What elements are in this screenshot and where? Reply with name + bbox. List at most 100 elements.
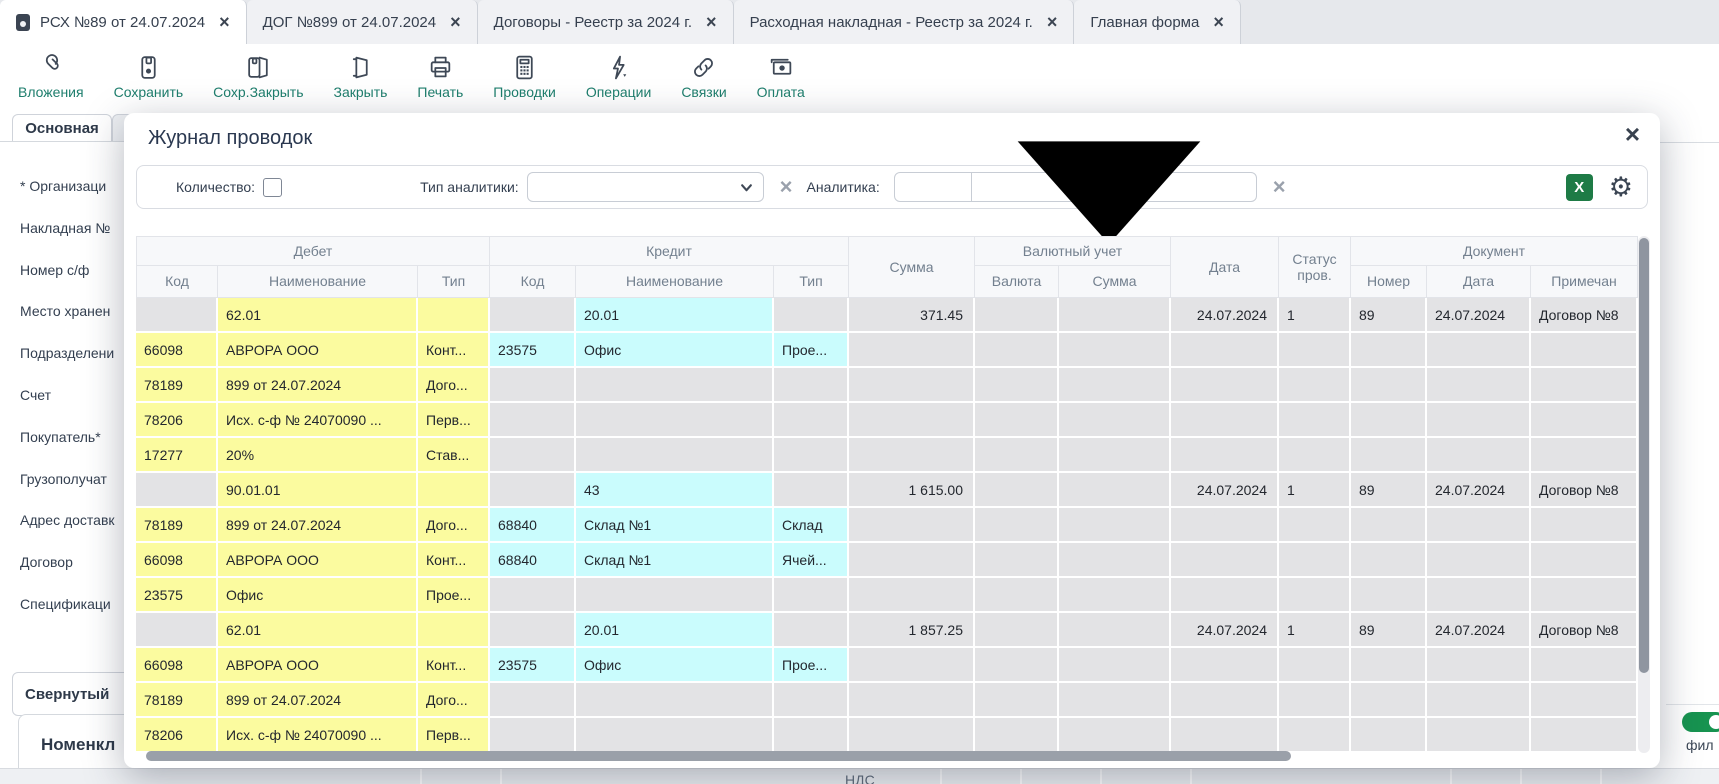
sum-cell[interactable] [849,403,975,438]
note-cell[interactable] [1531,683,1638,718]
analytics-type-select[interactable] [526,172,764,202]
credit-code-cell[interactable]: 23575 [490,648,576,683]
date-cell[interactable] [1171,403,1279,438]
status-cell[interactable] [1279,368,1351,403]
debit-code-cell[interactable] [136,613,218,648]
debit-name-cell[interactable]: Исх. с-ф № 24070090 ... [218,718,418,753]
debit-code-cell[interactable] [136,298,218,333]
credit-code-cell[interactable] [490,438,576,473]
debit-code-cell[interactable]: 66098 [136,648,218,683]
doc-number-cell[interactable]: 89 [1351,298,1427,333]
currency-sum-cell[interactable] [1059,473,1171,508]
credit-name-cell[interactable] [576,403,774,438]
debit-code-cell[interactable]: 78189 [136,508,218,543]
credit-type-cell[interactable]: Прое... [774,648,849,683]
sum-cell[interactable] [849,368,975,403]
credit-name-cell[interactable]: 43 [576,473,774,508]
doc-date-cell[interactable] [1427,333,1531,368]
credit-type-cell[interactable] [774,368,849,403]
debit-name-cell[interactable]: 62.01 [218,298,418,333]
doc-number-cell[interactable]: 89 [1351,473,1427,508]
doc-number-cell[interactable] [1351,718,1427,753]
doc-number-cell[interactable] [1351,333,1427,368]
debit-type-cell[interactable]: Дого... [418,683,490,718]
tab-2[interactable]: Договоры - Реестр за 2024 г. × [477,0,734,44]
currency-cell[interactable] [975,508,1059,543]
date-cell[interactable]: 24.07.2024 [1171,613,1279,648]
debit-code-cell[interactable]: 66098 [136,333,218,368]
note-cell[interactable] [1531,333,1638,368]
debit-type-cell[interactable]: Дого... [418,508,490,543]
note-cell[interactable] [1531,438,1638,473]
tab-close-icon[interactable]: × [219,12,230,32]
credit-type-cell[interactable] [774,578,849,613]
sum-cell[interactable]: 1 857.25 [849,613,975,648]
doc-number-cell[interactable] [1351,683,1427,718]
status-cell[interactable] [1279,683,1351,718]
currency-cell[interactable] [975,473,1059,508]
debit-type-cell[interactable]: Прое... [418,578,490,613]
credit-name-cell[interactable] [576,368,774,403]
debit-name-cell[interactable]: Офис [218,578,418,613]
clear-analytics-icon[interactable]: × [1272,174,1286,199]
currency-cell[interactable] [975,683,1059,718]
debit-code-cell[interactable]: 78206 [136,403,218,438]
date-cell[interactable] [1171,718,1279,753]
currency-sum-cell[interactable] [1059,508,1171,543]
doc-date-cell[interactable] [1427,683,1531,718]
sum-cell[interactable] [849,683,975,718]
date-cell[interactable] [1171,683,1279,718]
currency-cell[interactable] [975,403,1059,438]
collapsed-section-header[interactable]: Свернутый [12,672,146,716]
filter-toggle[interactable] [1682,712,1719,732]
quantity-checkbox[interactable] [263,177,283,197]
currency-cell[interactable] [975,368,1059,403]
debit-name-cell[interactable]: 899 от 24.07.2024 [218,508,418,543]
debit-type-cell[interactable]: Конт... [418,648,490,683]
note-cell[interactable]: Договор №8 [1531,298,1638,333]
credit-code-cell[interactable] [490,613,576,648]
currency-sum-cell[interactable] [1059,578,1171,613]
note-cell[interactable] [1531,543,1638,578]
tab-close-icon[interactable]: × [1046,12,1058,32]
doc-date-cell[interactable] [1427,578,1531,613]
debit-type-cell[interactable] [418,473,490,508]
status-cell[interactable]: 1 [1279,613,1351,648]
tab-close-icon[interactable]: × [706,12,717,32]
debit-code-cell[interactable]: 66098 [136,543,218,578]
analytics-combo[interactable] [893,141,1257,245]
doc-number-cell[interactable] [1351,403,1427,438]
currency-sum-cell[interactable] [1059,613,1171,648]
credit-type-cell[interactable]: Прое... [774,333,849,368]
debit-code-cell[interactable]: 17277 [136,438,218,473]
debit-type-cell[interactable] [418,298,490,333]
credit-name-cell[interactable]: Склад №1 [576,543,774,578]
date-cell[interactable] [1171,438,1279,473]
currency-sum-cell[interactable] [1059,403,1171,438]
currency-cell[interactable] [975,298,1059,333]
currency-cell[interactable] [975,333,1059,368]
debit-type-cell[interactable]: Дого... [418,368,490,403]
note-cell[interactable]: Договор №8 [1531,473,1638,508]
sum-cell[interactable] [849,543,975,578]
credit-code-cell[interactable]: 23575 [490,333,576,368]
credit-type-cell[interactable]: Ячей... [774,543,849,578]
doc-number-cell[interactable] [1351,578,1427,613]
save-close-button[interactable]: Сохр.Закрыть [213,54,304,100]
note-cell[interactable] [1531,403,1638,438]
date-cell[interactable] [1171,578,1279,613]
currency-cell[interactable] [975,718,1059,753]
currency-cell[interactable] [975,648,1059,683]
debit-code-cell[interactable]: 23575 [136,578,218,613]
doc-date-cell[interactable] [1427,718,1531,753]
currency-sum-cell[interactable] [1059,368,1171,403]
doc-number-cell[interactable] [1351,543,1427,578]
currency-sum-cell[interactable] [1059,333,1171,368]
clear-type-icon[interactable]: × [779,174,793,199]
currency-sum-cell[interactable] [1059,438,1171,473]
doc-number-cell[interactable] [1351,508,1427,543]
payment-button[interactable]: Оплата [757,54,805,100]
credit-type-cell[interactable] [774,613,849,648]
debit-code-cell[interactable] [136,473,218,508]
doc-date-cell[interactable] [1427,438,1531,473]
